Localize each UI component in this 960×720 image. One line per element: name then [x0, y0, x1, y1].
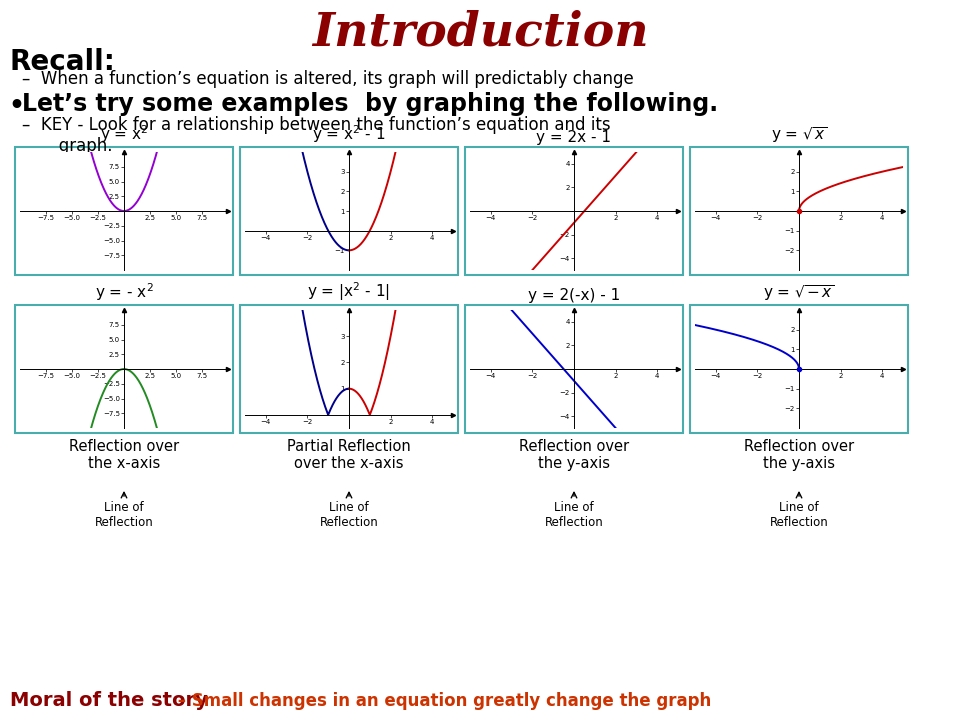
Bar	[240, 305, 458, 433]
Bar	[465, 147, 683, 275]
Text: Line of
Reflection: Line of Reflection	[95, 501, 154, 529]
Text: y = $|$x$^2$ - 1$|$: y = $|$x$^2$ - 1$|$	[307, 280, 391, 303]
Text: y = - x$^2$: y = - x$^2$	[95, 282, 154, 303]
Text: Moral of the story: Moral of the story	[10, 691, 208, 710]
Bar	[15, 147, 233, 275]
Text: Partial Reflection
over the x-axis: Partial Reflection over the x-axis	[287, 439, 411, 472]
Text: Line of
Reflection: Line of Reflection	[770, 501, 828, 529]
Text: y = 2x - 1: y = 2x - 1	[537, 130, 612, 145]
Text: –  When a function’s equation is altered, its graph will predictably change: – When a function’s equation is altered,…	[22, 70, 634, 88]
Bar	[465, 305, 683, 433]
Bar	[690, 305, 908, 433]
Bar	[240, 147, 458, 275]
Text: Let’s try some examples  by graphing the following.: Let’s try some examples by graphing the …	[22, 92, 718, 116]
Text: Recall:: Recall:	[10, 48, 116, 76]
Text: –  KEY - Look for a relationship between the function’s equation and its
       : – KEY - Look for a relationship between …	[22, 116, 611, 155]
Text: Reflection over
the y-axis: Reflection over the y-axis	[519, 439, 629, 472]
Bar	[690, 147, 908, 275]
Text: y = x$^2$: y = x$^2$	[100, 123, 148, 145]
Text: Introduction: Introduction	[312, 10, 648, 56]
Text: •: •	[8, 94, 24, 118]
Bar	[15, 305, 233, 433]
Text: Line of
Reflection: Line of Reflection	[544, 501, 604, 529]
Text: – Small changes in an equation greatly change the graph: – Small changes in an equation greatly c…	[172, 692, 711, 710]
Text: y = 2(-x) - 1: y = 2(-x) - 1	[528, 288, 620, 303]
Text: Line of
Reflection: Line of Reflection	[320, 501, 378, 529]
Text: y = $\sqrt{-\, x}$: y = $\sqrt{-\, x}$	[763, 283, 834, 303]
Text: y = $\sqrt{x}$: y = $\sqrt{x}$	[771, 125, 827, 145]
Text: y = x$^2$ - 1: y = x$^2$ - 1	[312, 123, 386, 145]
Text: Reflection over
the x-axis: Reflection over the x-axis	[69, 439, 180, 472]
Text: Reflection over
the y-axis: Reflection over the y-axis	[744, 439, 854, 472]
